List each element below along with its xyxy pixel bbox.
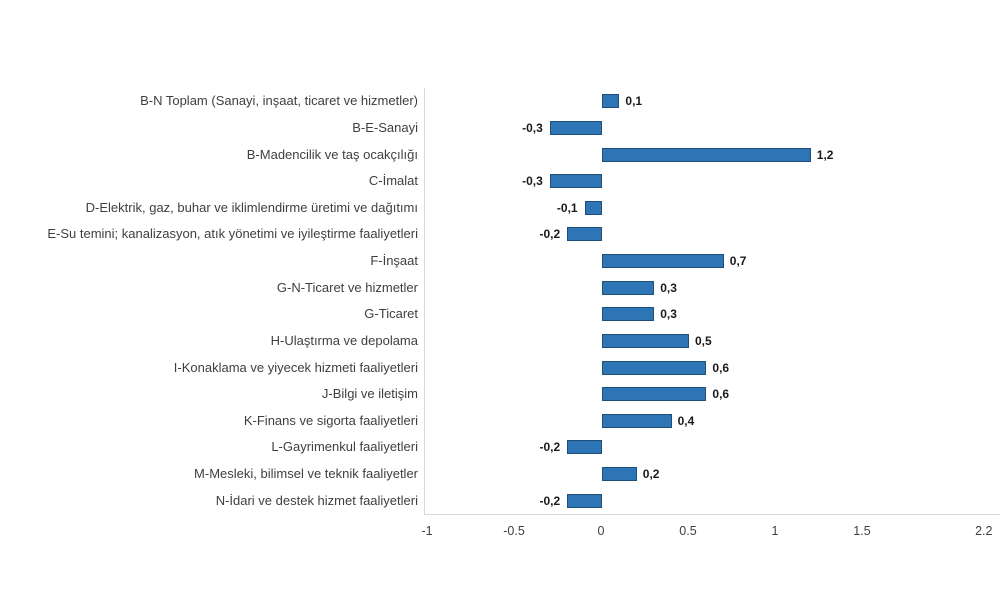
category-label: M-Mesleki, bilimsel ve teknik faaliyetle… (194, 466, 418, 482)
value-label: -0,3 (522, 174, 543, 189)
value-label: -0,2 (539, 227, 561, 242)
bar (602, 280, 655, 295)
bar (567, 493, 602, 508)
category-label: B-Madencilik ve taş ocakçılığı (246, 146, 418, 162)
value-label: 0,3 (660, 307, 677, 322)
category-label: E-Su temini; kanalizasyon, atık yönetimi… (47, 226, 418, 242)
value-label: 0,4 (677, 413, 695, 428)
category-label: B-E-Sanayi (352, 119, 418, 135)
category-label: N-İdari ve destek hizmet faaliyetleri (215, 492, 418, 508)
x-tick-label: 0.5 (679, 524, 697, 538)
value-label: 0,6 (712, 360, 730, 375)
bar (567, 440, 602, 455)
bar (602, 387, 707, 402)
x-tick-label: -0.5 (503, 524, 525, 538)
x-tick-label: 1 (771, 524, 779, 538)
value-label: -0,1 (556, 200, 578, 215)
bar (602, 147, 811, 162)
category-label: G-Ticaret (364, 306, 418, 322)
value-label: 0,5 (695, 333, 712, 348)
category-label: H-Ulaştırma ve depolama (270, 332, 418, 348)
category-label: B-N Toplam (Sanayi, inşaat, ticaret ve h… (140, 93, 418, 109)
x-tick-label: 1.5 (853, 524, 871, 538)
bar (602, 413, 672, 428)
value-label: -0,2 (539, 493, 561, 508)
bar (602, 333, 689, 348)
category-label: K-Finans ve sigorta faaliyetleri (243, 412, 418, 428)
bar (549, 120, 602, 135)
bar (567, 227, 602, 242)
value-label: -0,2 (539, 440, 561, 455)
value-label: -0,3 (522, 120, 543, 135)
bar (602, 360, 707, 375)
category-label: G-N-Ticaret ve hizmetler (276, 279, 418, 295)
bar (602, 94, 620, 109)
value-label: 0,7 (729, 254, 747, 269)
category-label: L-Gayrimenkul faaliyetleri (271, 439, 418, 455)
bar (584, 200, 602, 215)
value-label: 0,3 (660, 280, 677, 295)
x-tick-label: 2.2 (975, 524, 993, 538)
value-label: 0,1 (625, 94, 643, 109)
bar (549, 174, 602, 189)
bar (602, 307, 655, 322)
plot-area: 0,1 -0,3 1,2 -0,3 -0,1 -0,2 0,7 0,3 0,3 0,5 0,6 0,6… (424, 88, 1000, 515)
value-label: 1,2 (816, 147, 834, 162)
value-label: 0,6 (712, 387, 730, 402)
bar (602, 254, 724, 269)
category-label: D-Elektrik, gaz, buhar ve iklimlendirme … (85, 199, 418, 215)
value-label: 0,2 (642, 467, 660, 482)
x-tick-label: 0 (597, 524, 605, 538)
bar (602, 467, 637, 482)
x-tick-label: -1 (421, 524, 433, 538)
category-label: J-Bilgi ve iletişim (321, 386, 418, 402)
category-label: C-İmalat (368, 173, 418, 189)
category-label: F-İnşaat (370, 253, 418, 269)
category-label: I-Konaklama ve yiyecek hizmeti faaliyetl… (173, 359, 418, 375)
